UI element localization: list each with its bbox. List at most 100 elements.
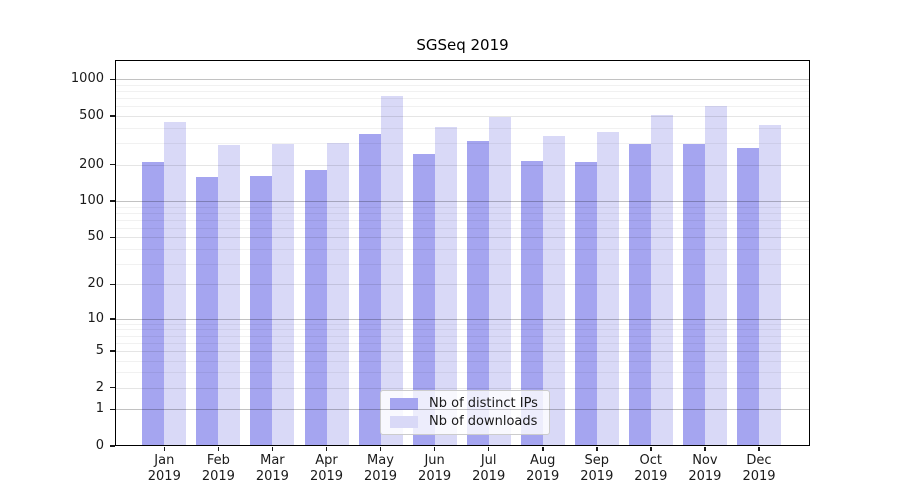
x-tick-label-feb: Feb 2019 — [188, 453, 248, 485]
bar-downloads-jun — [434, 127, 457, 446]
y-tick-label-1000: 1000 — [70, 71, 104, 87]
legend-label-downloads: Nb of downloads — [429, 414, 538, 429]
gridline-minor — [115, 219, 810, 221]
bar-downloads-dec — [759, 124, 781, 446]
x-tick-year: 2019 — [201, 469, 235, 484]
x-tick-month: Nov — [692, 453, 718, 468]
x-tick-year: 2019 — [688, 469, 722, 484]
bar-distinct-ips-apr — [304, 169, 327, 446]
gridline-minor — [115, 106, 810, 108]
legend-label-distinct-ips: Nb of distinct IPs — [429, 396, 538, 411]
bar-distinct-ips-oct — [628, 144, 651, 446]
y-tick-10 — [110, 318, 115, 320]
x-tick-label-apr: Apr 2019 — [297, 453, 357, 485]
y-tick-label-100: 100 — [79, 193, 104, 209]
gridline-minor — [115, 127, 810, 129]
bar-distinct-ips-dec — [737, 147, 759, 446]
x-tick-label-may: May 2019 — [351, 453, 411, 485]
bar-downloads-oct — [650, 115, 673, 446]
gridline-5 — [115, 350, 810, 352]
x-tick-month: Oct — [639, 453, 663, 468]
x-tick-label-mar: Mar 2019 — [242, 453, 302, 485]
y-tick-500 — [110, 115, 115, 117]
x-tick-year: 2019 — [418, 469, 452, 484]
y-tick-label-5: 5 — [95, 342, 104, 358]
y-tick-50 — [110, 236, 115, 239]
gridline-minor — [115, 335, 810, 337]
bar-distinct-ips-may — [358, 133, 381, 446]
x-tick-month: May — [367, 453, 394, 468]
x-tick-label-nov: Nov 2019 — [675, 453, 735, 485]
bar-downloads-jan — [164, 121, 187, 446]
gridline-minor — [115, 248, 810, 250]
y-tick-20 — [110, 283, 115, 286]
gridline-2 — [115, 387, 810, 389]
y-tick-label-0: 0 — [95, 438, 104, 453]
y-tick-100 — [110, 200, 115, 202]
gridline-minor — [115, 263, 810, 265]
bar-distinct-ips-mar — [250, 176, 273, 446]
bar-downloads-sep — [596, 131, 619, 446]
y-tick-label-10: 10 — [87, 310, 104, 326]
gridline-minor — [115, 360, 810, 362]
bar-downloads-aug — [542, 135, 565, 446]
x-tick-year: 2019 — [634, 469, 668, 484]
x-tick-month: Feb — [206, 453, 230, 468]
y-tick-label-500: 500 — [79, 108, 104, 124]
x-tick-feb — [217, 447, 220, 451]
bar-downloads-apr — [326, 143, 349, 446]
gridline-100 — [115, 201, 810, 203]
bar-distinct-ips-jul — [466, 141, 489, 446]
plot-area — [115, 60, 810, 446]
x-tick-nov — [704, 447, 706, 451]
x-tick-label-oct: Oct 2019 — [621, 453, 681, 485]
x-tick-month: Aug — [529, 453, 556, 468]
legend-swatch-distinct-ips — [390, 397, 418, 410]
x-tick-label-jun: Jun 2019 — [405, 453, 465, 485]
x-tick-oct — [650, 447, 652, 451]
x-tick-year: 2019 — [363, 469, 398, 484]
x-tick-month: Mar — [260, 453, 285, 468]
x-tick-mar — [271, 447, 274, 451]
x-tick-month: Dec — [746, 453, 772, 468]
x-tick-sep — [596, 447, 598, 451]
x-tick-dec — [758, 447, 760, 451]
x-tick-year: 2019 — [147, 469, 181, 484]
x-tick-year: 2019 — [472, 469, 506, 484]
x-tick-month: Sep — [584, 453, 610, 468]
x-tick-month: Apr — [315, 453, 338, 468]
y-tick-2 — [110, 386, 115, 389]
y-tick-label-200: 200 — [79, 156, 104, 172]
gridline-50 — [115, 237, 810, 239]
bar-downloads-mar — [272, 143, 295, 446]
gridline-minor — [115, 329, 810, 331]
gridline-minor — [115, 206, 810, 208]
legend: Nb of distinct IPs Nb of downloads — [380, 390, 550, 435]
x-tick-jul — [487, 447, 490, 451]
x-tick-apr — [325, 447, 328, 451]
x-tick-aug — [542, 447, 544, 451]
gridline-500 — [115, 116, 810, 118]
x-tick-label-jul: Jul 2019 — [459, 453, 519, 485]
bar-distinct-ips-feb — [196, 176, 219, 446]
gridline-1000 — [115, 79, 810, 81]
bar-distinct-ips-sep — [574, 162, 597, 446]
y-tick-1 — [110, 408, 115, 410]
legend-item-distinct-ips: Nb of distinct IPs — [390, 396, 538, 411]
gridline-10 — [115, 318, 810, 320]
x-tick-year: 2019 — [580, 469, 614, 484]
y-tick-label-50: 50 — [87, 229, 104, 245]
x-tick-jun — [433, 447, 436, 451]
gridline-minor — [115, 323, 810, 325]
y-tick-label-1: 1 — [95, 401, 104, 417]
x-tick-year: 2019 — [309, 469, 344, 484]
y-tick-label-20: 20 — [87, 276, 104, 292]
bar-downloads-may — [380, 96, 403, 446]
x-tick-year: 2019 — [742, 469, 776, 484]
x-tick-month: Jul — [480, 453, 497, 468]
bar-downloads-jul — [488, 117, 511, 446]
gridline-20 — [115, 284, 810, 286]
x-tick-jan — [163, 447, 166, 451]
gridline-minor — [115, 342, 810, 344]
